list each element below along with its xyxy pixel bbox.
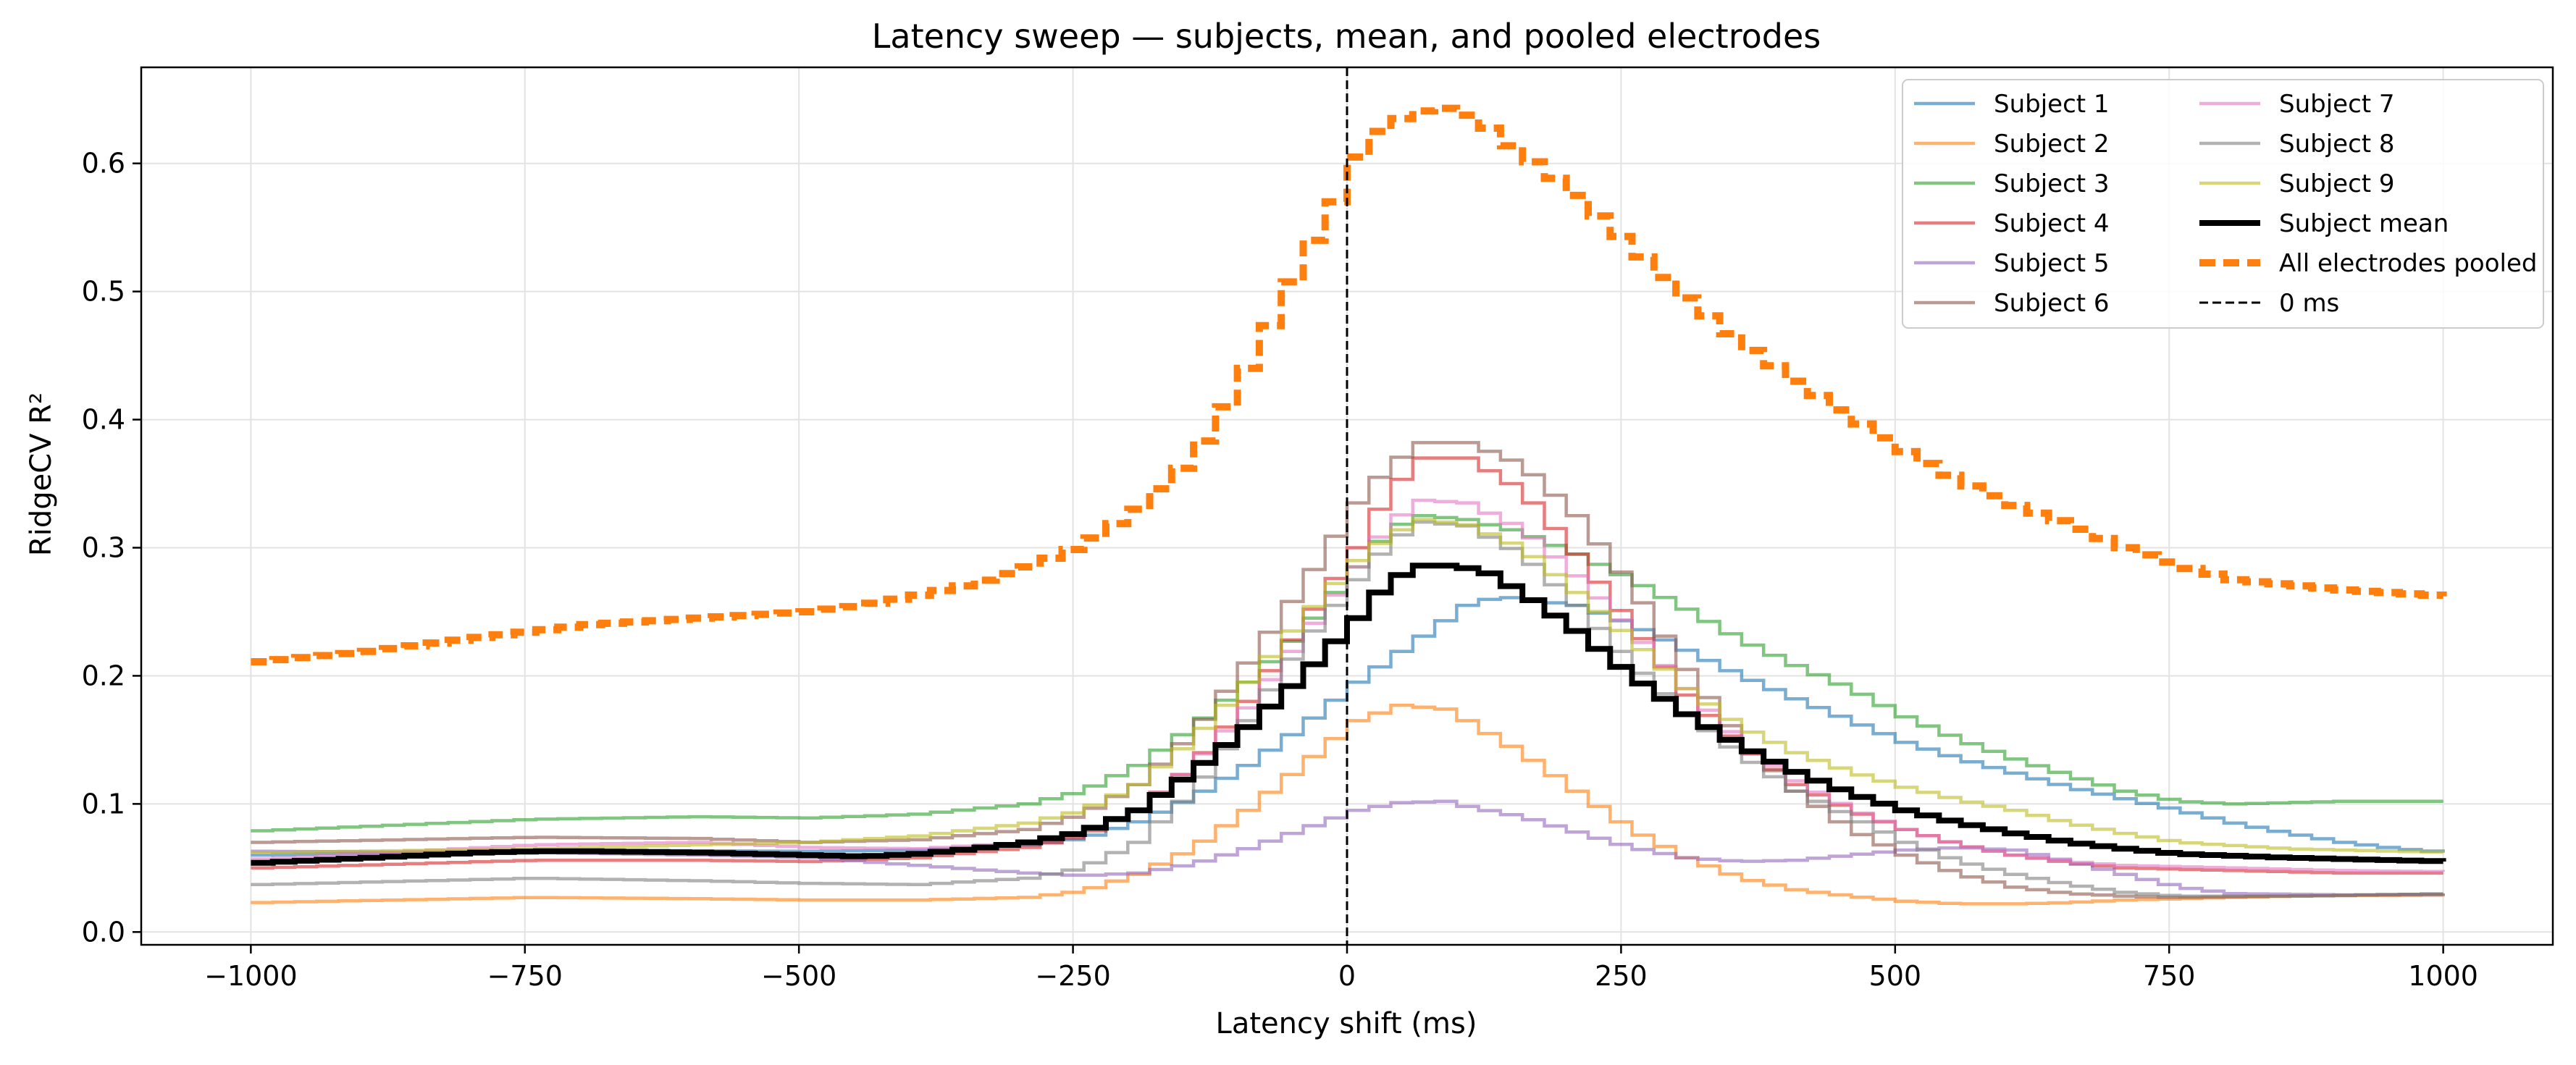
x-tick-label: −500 (761, 960, 836, 992)
legend-label: Subject 2 (1994, 130, 2110, 159)
y-tick-label: 0.3 (82, 532, 125, 564)
y-tick-label: 0.5 (82, 276, 125, 308)
series-line-subject-9 (251, 518, 2445, 854)
legend: Subject 1 Subject 2 Subject 3 Subject 4 Subj… (1902, 79, 2544, 329)
x-tick-label: 750 (2143, 960, 2196, 992)
y-tick-label: 0.6 (82, 148, 125, 180)
legend-label: All electrodes pooled (2279, 249, 2537, 278)
series-line-subject-mean (251, 563, 2446, 866)
y-tick-label: 0.4 (82, 404, 125, 436)
legend-label: Subject 8 (2279, 130, 2395, 159)
x-tick-label: −250 (1035, 960, 1110, 992)
series-line-all-electrodes-pooled (251, 104, 2447, 665)
x-tick-label: 500 (1869, 960, 1922, 992)
legend-label: Subject mean (2279, 209, 2449, 238)
legend-label: 0 ms (2279, 289, 2339, 318)
y-tick-label: 0.2 (82, 660, 125, 691)
tick-layer: −1000 −750 −500 −250 0 250 500 750 1000 0.0 0.1 0.2… (82, 148, 2478, 992)
legend-label: Subject 3 (1994, 169, 2110, 198)
x-tick-label: −1000 (204, 960, 298, 992)
x-tick-label: 250 (1595, 960, 1648, 992)
y-tick-label: 0.0 (82, 916, 125, 948)
x-tick-label: −750 (487, 960, 563, 992)
legend-label: Subject 5 (1994, 249, 2110, 278)
legend-label: Subject 6 (1994, 289, 2110, 318)
legend-box (1902, 79, 2544, 329)
chart-title: Latency sweep — subjects, mean, and pool… (872, 17, 1821, 56)
series-layer (251, 104, 2447, 906)
legend-label: Subject 4 (1994, 209, 2110, 238)
x-tick-label: 0 (1338, 960, 1356, 992)
legend-label: Subject 1 (1994, 90, 2110, 119)
legend-label: Subject 9 (2279, 169, 2395, 198)
series-line-subject-6 (251, 441, 2445, 899)
y-tick-label: 0.1 (82, 788, 125, 820)
x-tick-label: 1000 (2408, 960, 2478, 992)
series-line-subject-2 (251, 703, 2445, 906)
y-axis-label: RidgeCV R² (25, 392, 58, 556)
legend-label: Subject 7 (2279, 90, 2395, 119)
x-axis-label: Latency shift (ms) (1216, 1007, 1477, 1040)
